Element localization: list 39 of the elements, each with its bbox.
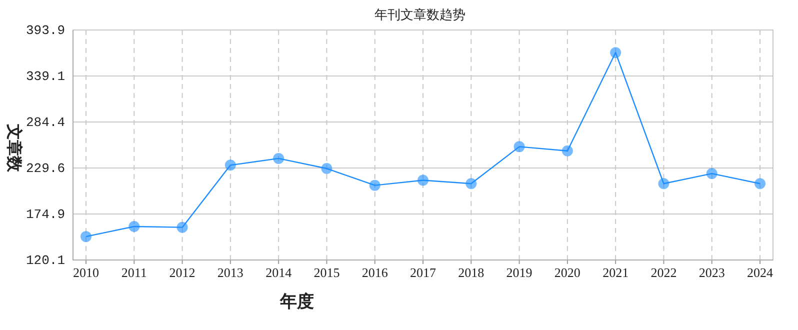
point (562, 145, 573, 156)
point (466, 178, 477, 190)
point (610, 47, 622, 58)
x-tick-label: 2020 (554, 265, 580, 280)
point (658, 178, 670, 190)
x-tick-label: 2016 (362, 265, 388, 280)
point (176, 222, 188, 233)
x-tick-label: 2012 (169, 265, 196, 280)
point (418, 174, 428, 186)
x-tick-label: 2019 (506, 265, 532, 280)
y-tick-label: 393.9 (26, 23, 65, 38)
x-tick-label: 2011 (121, 265, 147, 280)
point (369, 180, 380, 191)
x-axis-title: 年度 (279, 292, 314, 311)
x-tick-label: 2018 (458, 265, 484, 280)
y-tick-label: 339.1 (26, 69, 66, 84)
x-tick-label: 2021 (602, 265, 629, 280)
point (273, 152, 284, 164)
point (224, 160, 236, 171)
point (754, 178, 766, 190)
point (706, 168, 718, 180)
x-tick-label: 2022 (650, 265, 677, 280)
y-axis-title: 文章数 (5, 123, 23, 173)
point (321, 163, 332, 174)
x-tick-label: 2010 (73, 265, 99, 280)
y-tick-label: 174.9 (26, 206, 65, 222)
x-tick-label: 2014 (266, 265, 292, 280)
x-tick-label: 2023 (698, 265, 725, 280)
x-tick-label: 2024 (747, 265, 774, 280)
point (514, 141, 525, 152)
y-tick-label: 120.1 (26, 253, 66, 268)
point (80, 231, 92, 242)
y-tick-label: 284.4 (26, 114, 66, 130)
y-tick-label: 229.6 (26, 161, 65, 176)
x-tick-label: 2015 (314, 265, 340, 280)
x-tick-label: 2013 (217, 265, 244, 280)
x-tick-label: 2017 (410, 265, 436, 280)
point (128, 220, 140, 232)
chart-title: 年刊文章数趋势 (374, 7, 466, 22)
